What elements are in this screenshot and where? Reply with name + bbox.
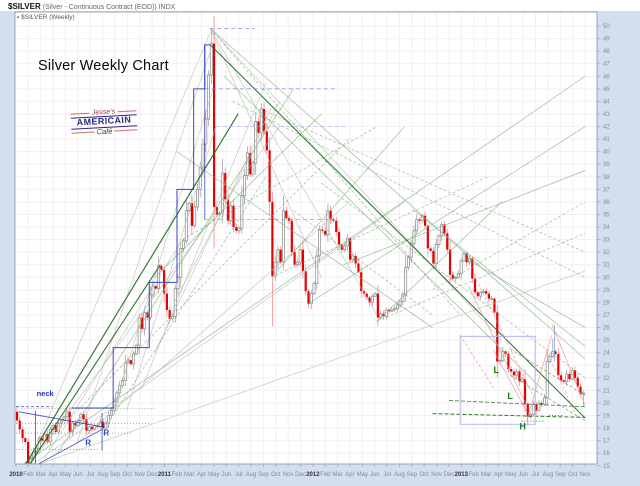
svg-text:Jul: Jul (86, 472, 94, 478)
svg-text:27: 27 (603, 313, 610, 319)
svg-text:Feb: Feb (23, 472, 34, 478)
svg-text:Sep: Sep (406, 472, 417, 478)
svg-text:26: 26 (603, 326, 610, 332)
svg-text:Dec: Dec (295, 472, 306, 478)
svg-text:Jun: Jun (518, 472, 528, 478)
svg-text:23: 23 (603, 363, 610, 369)
svg-text:43: 43 (603, 112, 610, 118)
svg-text:50: 50 (603, 24, 610, 30)
americain-cafe-logo: Jesse's AMERICAIN Café (70, 107, 138, 137)
svg-text:41: 41 (603, 137, 610, 143)
svg-text:37: 37 (603, 187, 610, 193)
svg-text:44: 44 (603, 99, 610, 105)
svg-text:Sep: Sep (258, 472, 269, 478)
svg-text:Aug: Aug (394, 472, 405, 478)
svg-text:48: 48 (603, 49, 610, 55)
symbol-description: (Silver - Continuous Contract (EOD)) IND… (40, 4, 176, 11)
svg-text:15: 15 (603, 464, 610, 470)
svg-text:45: 45 (603, 87, 610, 93)
svg-text:Apr: Apr (494, 472, 503, 478)
svg-text:Jul: Jul (235, 472, 243, 478)
symbol-label: $SILVER (8, 2, 41, 11)
svg-text:18: 18 (603, 426, 610, 432)
svg-text:R: R (85, 439, 91, 448)
svg-text:neck: neck (37, 389, 55, 398)
svg-text:46: 46 (603, 74, 610, 80)
svg-text:Feb: Feb (469, 472, 480, 478)
svg-text:39: 39 (603, 162, 610, 168)
svg-text:30: 30 (603, 275, 610, 281)
svg-text:16: 16 (603, 451, 610, 457)
svg-text:Jul: Jul (532, 472, 540, 478)
svg-text:Jun: Jun (73, 472, 83, 478)
svg-text:Apr: Apr (197, 472, 206, 478)
legend-swatch-icon: ▪ (17, 15, 20, 21)
chart-header: $SILVER (Silver - Continuous Contract (E… (8, 2, 175, 11)
svg-text:May: May (208, 472, 219, 478)
svg-text:L: L (507, 391, 513, 401)
svg-text:Oct: Oct (568, 472, 578, 478)
svg-text:35: 35 (603, 212, 610, 218)
svg-text:R: R (103, 429, 109, 438)
svg-text:Nov: Nov (580, 472, 591, 478)
svg-text:34: 34 (603, 225, 610, 231)
svg-text:2010: 2010 (9, 472, 23, 478)
svg-text:Jun: Jun (370, 472, 380, 478)
series-legend: ▪ $SILVER (Weekly) (17, 14, 75, 21)
svg-text:May: May (505, 472, 516, 478)
svg-text:May: May (357, 472, 368, 478)
svg-text:L: L (493, 365, 499, 375)
svg-text:2012: 2012 (306, 472, 320, 478)
svg-text:42: 42 (603, 125, 610, 131)
svg-text:Aug: Aug (246, 472, 257, 478)
svg-text:Jul: Jul (383, 472, 391, 478)
svg-text:Dec: Dec (444, 472, 455, 478)
svg-text:Feb: Feb (172, 472, 183, 478)
svg-text:Feb: Feb (320, 472, 331, 478)
svg-text:20: 20 (603, 401, 610, 407)
svg-text:24: 24 (603, 351, 610, 357)
svg-text:Aug: Aug (97, 472, 108, 478)
svg-text:47: 47 (603, 62, 610, 68)
svg-text:29: 29 (603, 288, 610, 294)
svg-text:Dec: Dec (147, 472, 158, 478)
svg-text:25: 25 (603, 338, 610, 344)
svg-text:Mar: Mar (332, 472, 342, 478)
svg-text:40: 40 (603, 150, 610, 156)
svg-text:Oct: Oct (420, 472, 430, 478)
svg-text:28: 28 (603, 300, 610, 306)
svg-text:21: 21 (603, 388, 610, 394)
svg-text:Mar: Mar (184, 472, 194, 478)
svg-text:31: 31 (603, 263, 610, 269)
svg-text:Apr: Apr (345, 472, 354, 478)
svg-text:Apr: Apr (48, 472, 57, 478)
svg-text:32: 32 (603, 250, 610, 256)
svg-text:38: 38 (603, 175, 610, 181)
svg-text:22: 22 (603, 376, 610, 382)
svg-text:Oct: Oct (271, 472, 281, 478)
svg-text:36: 36 (603, 200, 610, 206)
svg-text:19: 19 (603, 414, 610, 420)
svg-text:Mar: Mar (481, 472, 491, 478)
svg-text:Nov: Nov (283, 472, 294, 478)
svg-text:Nov: Nov (134, 472, 145, 478)
svg-text:33: 33 (603, 238, 610, 244)
svg-text:Sep: Sep (110, 472, 121, 478)
svg-text:Aug: Aug (543, 472, 554, 478)
svg-text:17: 17 (603, 439, 610, 445)
svg-text:2011: 2011 (158, 472, 172, 478)
chart-title: Silver Weekly Chart (38, 58, 169, 74)
svg-text:Mar: Mar (36, 472, 46, 478)
legend-label: $SILVER (Weekly) (21, 14, 75, 21)
svg-text:Sep: Sep (555, 472, 566, 478)
svg-text:Oct: Oct (123, 472, 133, 478)
svg-text:May: May (60, 472, 71, 478)
svg-text:2013: 2013 (455, 472, 469, 478)
svg-text:Nov: Nov (431, 472, 442, 478)
svg-text:49: 49 (603, 37, 610, 43)
svg-text:H: H (519, 421, 526, 431)
svg-text:Jun: Jun (221, 472, 231, 478)
